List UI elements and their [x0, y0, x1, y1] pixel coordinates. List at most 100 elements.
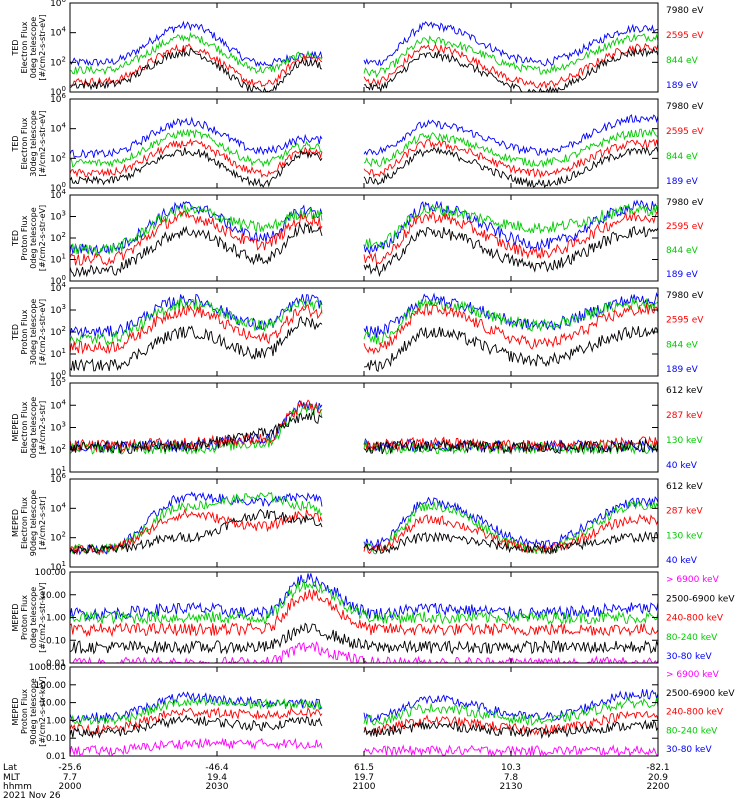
- y-axis-label-line: [#/cm2-s-str-keV]: [38, 582, 47, 653]
- legend-entry: 844 eV: [666, 152, 699, 162]
- y-tick-label: 102: [50, 325, 66, 338]
- x-tick-label: 20.9: [648, 773, 668, 783]
- series-line-3: [69, 42, 659, 89]
- legend-entry: 40 keV: [666, 556, 698, 566]
- y-tick-label: 0.10: [46, 636, 66, 646]
- y-axis-label-line: Proton Flux: [20, 309, 29, 354]
- x-tick-label: 2200: [647, 782, 670, 792]
- series-line-3: [69, 303, 659, 355]
- legend-entry: 844 eV: [666, 340, 699, 350]
- y-axis-label-line: 30deg telescope: [29, 299, 38, 366]
- series-line-1: [69, 689, 659, 724]
- legend-entry: 189 eV: [666, 365, 699, 375]
- y-tick-label: 103: [50, 421, 66, 434]
- y-axis-label-line: Electron Flux: [20, 117, 29, 169]
- series-line-4: [69, 221, 659, 278]
- y-tick-label: 100.00: [35, 681, 67, 691]
- series-line-4: [69, 315, 659, 373]
- legend-entry: 130 keV: [666, 436, 703, 446]
- panel-8: 0.01 0.10 1.00 10.00 100.00 1000.00 MEPED Proto…: [11, 663, 735, 762]
- legend-entry: 612 keV: [666, 482, 703, 492]
- series-line-2: [69, 579, 659, 625]
- y-tick-label: 106: [50, 0, 66, 9]
- y-axis-label-line: TED: [11, 230, 20, 247]
- panel-frame: [69, 382, 659, 473]
- date-label: 2021 Nov 26: [3, 791, 61, 800]
- legend-entry: 30-80 keV: [666, 745, 712, 755]
- series-line-4: [69, 508, 659, 555]
- y-tick-label: 102: [50, 231, 66, 244]
- x-tick-label: 19.4: [207, 773, 227, 783]
- y-tick-label: 102: [50, 443, 66, 456]
- y-axis-label-line: 0deg telescope: [29, 587, 38, 648]
- series-line-1: [69, 20, 659, 68]
- legend-entry: 189 eV: [666, 270, 699, 280]
- y-tick-label: 1000.00: [29, 663, 66, 673]
- legend-entry: 130 keV: [666, 531, 703, 541]
- series-line-4: [69, 410, 659, 455]
- x-row-label: MLT: [3, 773, 21, 783]
- legend-entry: 2595 eV: [666, 222, 704, 232]
- legend-entry: 7980 eV: [666, 6, 704, 16]
- y-axis-label: MEPED Electron Flux 0deg telescope [#/cm2-s…: [11, 397, 47, 458]
- series-line-4: [69, 714, 659, 740]
- legend-entry: 30-80 keV: [666, 652, 712, 662]
- legend-entry: 844 eV: [666, 56, 699, 66]
- y-axis-label-line: Proton Flux: [20, 689, 29, 734]
- y-axis-label-line: [#/cm2-s-str-keV]: [38, 676, 47, 747]
- y-axis-label-line: 0deg telescope: [29, 17, 38, 78]
- x-tick-label: -82.1: [646, 763, 669, 773]
- y-axis-label-line: 0deg telescope: [29, 207, 38, 268]
- series-line-4: [69, 622, 659, 655]
- x-tick-label: 2130: [500, 782, 523, 792]
- y-axis-label: TED Electron Flux 30deg telescope [#/cm2-s-…: [11, 110, 47, 177]
- y-axis-label-line: TED: [11, 39, 20, 56]
- series-line-2: [69, 203, 659, 256]
- y-tick-label: 104: [50, 26, 66, 39]
- y-tick-label: 10.00: [40, 699, 66, 709]
- y-axis-label-line: [#/cm2-s-str-eV]: [38, 14, 47, 80]
- y-tick-label: 102: [50, 55, 66, 68]
- legend-entry: 612 keV: [666, 386, 703, 396]
- y-axis-label: TED Proton Flux 30deg telescope [#/cm2-s-st…: [11, 299, 47, 366]
- x-tick-label: 2000: [59, 782, 82, 792]
- legend-entry: 287 keV: [666, 507, 703, 517]
- legend-entry: 287 keV: [666, 411, 703, 421]
- y-tick-label: 0.01: [46, 659, 66, 669]
- legend-entry: 2500-6900 keV: [666, 594, 735, 604]
- y-axis-label-line: [#/cm2-s-str-eV]: [38, 205, 47, 271]
- y-tick-label: 102: [50, 151, 66, 164]
- y-axis-label-line: TED: [11, 324, 20, 341]
- y-axis-label-line: MEPED: [11, 414, 20, 442]
- y-tick-label: 101: [50, 347, 66, 360]
- legend-entry: 40 keV: [666, 461, 698, 471]
- y-tick-label: 103: [50, 303, 66, 316]
- legend-entry: 80-240 keV: [666, 726, 718, 736]
- y-tick-label: 1.00: [46, 614, 66, 624]
- series-line-2: [70, 491, 659, 555]
- y-axis-label-line: 90deg telescope: [29, 490, 38, 557]
- panel-7: 0.01 0.10 1.00 10.00 100.00 MEPED Proton Flux 0…: [11, 568, 735, 669]
- legend-entry: 189 eV: [666, 81, 699, 91]
- series-line-1: [69, 114, 659, 159]
- x-tick-label: 2030: [206, 782, 229, 792]
- y-axis-label: MEPED Proton Flux 0deg telescope [#/cm2-s-s…: [11, 582, 47, 653]
- legend-entry: 240-800 keV: [666, 708, 724, 718]
- x-row-label: hhmm: [3, 782, 32, 792]
- y-axis-label-line: Proton Flux: [20, 215, 29, 260]
- y-axis-label-line: [#/cm2-s-str-eV]: [38, 110, 47, 176]
- legend-entry: 80-240 keV: [666, 633, 718, 643]
- y-axis-label-line: [#/cm2-s-str]: [38, 496, 47, 549]
- y-axis-label-line: [#/cm2-s-str-eV]: [38, 299, 47, 365]
- legend-entry: 844 eV: [666, 246, 699, 256]
- legend-entry: > 6900 keV: [666, 575, 720, 585]
- y-tick-label: 0.10: [46, 734, 66, 744]
- series-line-3: [69, 138, 659, 179]
- y-axis-label: TED Electron Flux 0deg telescope [#/cm2-s-s…: [11, 14, 47, 80]
- y-axis-label-line: 30deg telescope: [29, 110, 38, 177]
